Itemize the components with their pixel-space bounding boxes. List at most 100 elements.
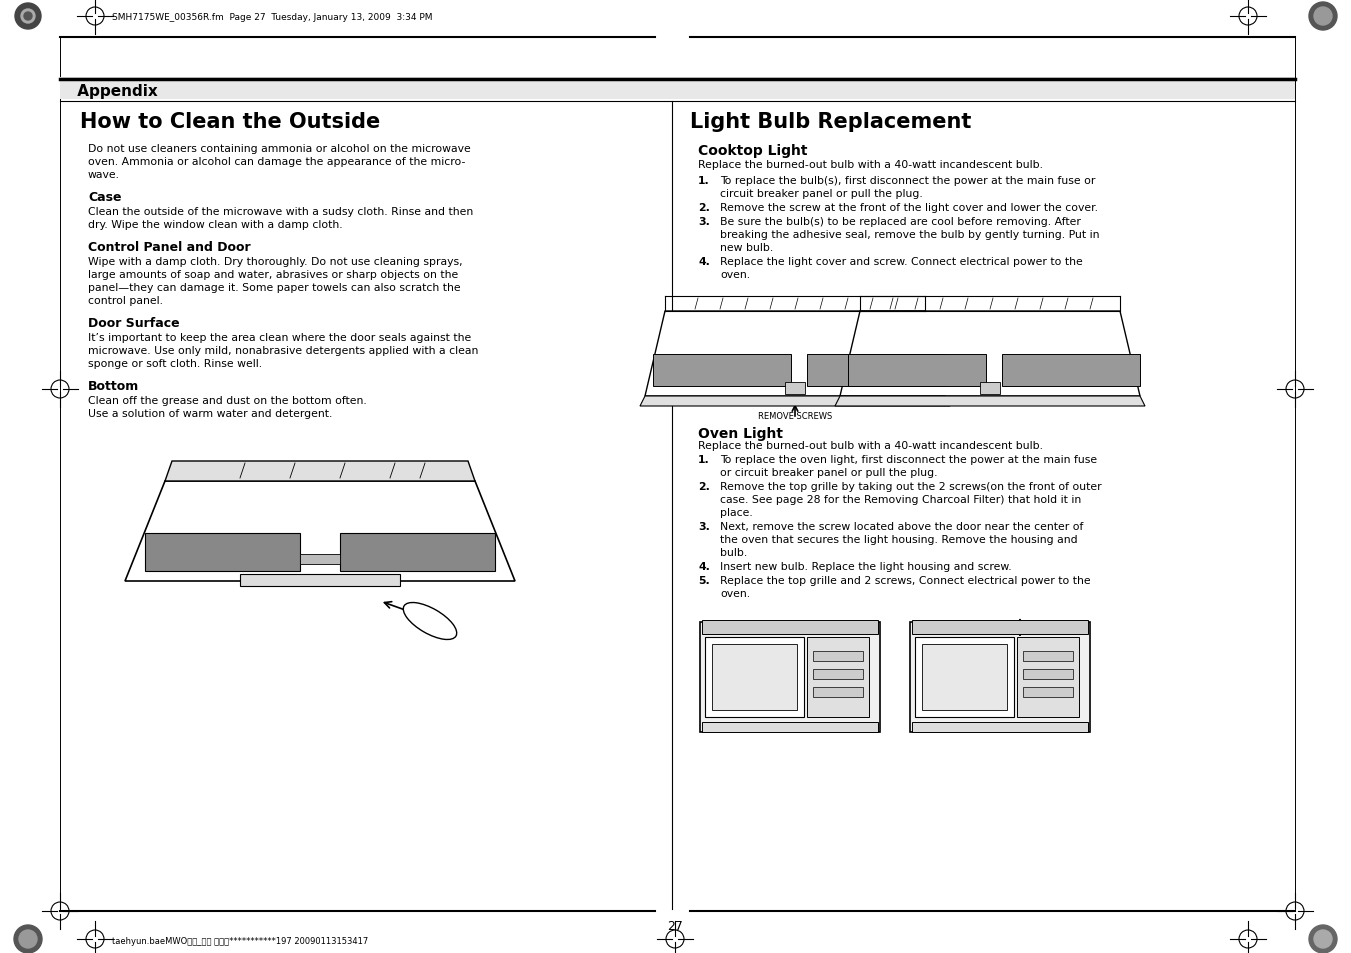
Text: circuit breaker panel or pull the plug.: circuit breaker panel or pull the plug. <box>720 189 923 199</box>
Text: Replace the top grille and 2 screws, Connect electrical power to the: Replace the top grille and 2 screws, Con… <box>720 576 1090 585</box>
Text: Control Panel and Door: Control Panel and Door <box>88 241 251 253</box>
Text: oven.: oven. <box>720 270 750 280</box>
FancyBboxPatch shape <box>240 575 400 586</box>
Text: Clean the outside of the microwave with a sudsy cloth. Rinse and then: Clean the outside of the microwave with … <box>88 207 473 216</box>
Circle shape <box>1309 925 1337 953</box>
Polygon shape <box>644 312 944 396</box>
FancyBboxPatch shape <box>785 382 805 395</box>
Text: Use a solution of warm water and detergent.: Use a solution of warm water and deterge… <box>88 409 332 418</box>
Text: Replace the burned-out bulb with a 40-watt incandescent bulb.: Replace the burned-out bulb with a 40-wa… <box>698 160 1043 170</box>
FancyBboxPatch shape <box>703 722 878 732</box>
Text: Insert new bulb. Replace the light housing and screw.: Insert new bulb. Replace the light housi… <box>720 561 1012 572</box>
Polygon shape <box>640 396 950 407</box>
Text: 3.: 3. <box>698 521 709 532</box>
Text: large amounts of soap and water, abrasives or sharp objects on the: large amounts of soap and water, abrasiv… <box>88 270 458 280</box>
FancyBboxPatch shape <box>145 534 300 572</box>
Text: the oven that secures the light housing. Remove the housing and: the oven that secures the light housing.… <box>720 535 1078 544</box>
Circle shape <box>15 4 41 30</box>
Text: wave.: wave. <box>88 170 120 180</box>
Text: sponge or soft cloth. Rinse well.: sponge or soft cloth. Rinse well. <box>88 358 262 369</box>
FancyBboxPatch shape <box>813 651 863 661</box>
Text: bulb.: bulb. <box>720 547 747 558</box>
FancyBboxPatch shape <box>1023 687 1073 698</box>
Text: control panel.: control panel. <box>88 295 163 306</box>
Text: 1.: 1. <box>698 455 709 464</box>
Text: To replace the bulb(s), first disconnect the power at the main fuse or: To replace the bulb(s), first disconnect… <box>720 175 1096 186</box>
FancyBboxPatch shape <box>1002 355 1140 387</box>
FancyBboxPatch shape <box>813 669 863 679</box>
Circle shape <box>1315 930 1332 948</box>
Text: It’s important to keep the area clean where the door seals against the: It’s important to keep the area clean wh… <box>88 333 471 343</box>
Text: breaking the adhesive seal, remove the bulb by gently turning. Put in: breaking the adhesive seal, remove the b… <box>720 230 1100 240</box>
Circle shape <box>19 930 36 948</box>
Text: Be sure the bulb(s) to be replaced are cool before removing. After: Be sure the bulb(s) to be replaced are c… <box>720 216 1081 227</box>
Text: oven. Ammonia or alcohol can damage the appearance of the micro-: oven. Ammonia or alcohol can damage the … <box>88 157 465 167</box>
Text: oven.: oven. <box>720 588 750 598</box>
FancyBboxPatch shape <box>340 534 494 572</box>
Circle shape <box>14 925 42 953</box>
Text: Clean off the grease and dust on the bottom often.: Clean off the grease and dust on the bot… <box>88 395 366 406</box>
Text: dry. Wipe the window clean with a damp cloth.: dry. Wipe the window clean with a damp c… <box>88 220 343 230</box>
Circle shape <box>1315 8 1332 26</box>
Text: Door Surface: Door Surface <box>88 316 180 330</box>
FancyBboxPatch shape <box>703 620 878 635</box>
FancyBboxPatch shape <box>653 355 790 387</box>
FancyBboxPatch shape <box>1023 651 1073 661</box>
Text: Remove the top grille by taking out the 2 screws(on the front of outer: Remove the top grille by taking out the … <box>720 481 1101 492</box>
Ellipse shape <box>404 603 457 639</box>
Text: Appendix: Appendix <box>72 84 158 99</box>
Text: 4.: 4. <box>698 256 709 267</box>
FancyBboxPatch shape <box>807 355 944 387</box>
Text: new bulb.: new bulb. <box>720 243 773 253</box>
FancyBboxPatch shape <box>1023 669 1073 679</box>
Text: case. See page 28 for the Removing Charcoal Filter) that hold it in: case. See page 28 for the Removing Charc… <box>720 495 1081 504</box>
Polygon shape <box>165 461 476 481</box>
Text: Replace the light cover and screw. Connect electrical power to the: Replace the light cover and screw. Conne… <box>720 256 1082 267</box>
FancyBboxPatch shape <box>712 644 797 710</box>
FancyBboxPatch shape <box>1017 638 1079 718</box>
Circle shape <box>22 10 35 24</box>
Polygon shape <box>835 396 1146 407</box>
Text: panel—they can damage it. Some paper towels can also scratch the: panel—they can damage it. Some paper tow… <box>88 283 461 293</box>
Text: Next, remove the screw located above the door near the center of: Next, remove the screw located above the… <box>720 521 1084 532</box>
Polygon shape <box>840 312 1140 396</box>
Text: 5.: 5. <box>698 576 709 585</box>
Text: 27: 27 <box>667 919 684 932</box>
Text: taehyun.baeMWO개발_스펙 데이터***********197 20090113153417: taehyun.baeMWO개발_스펙 데이터***********197 20… <box>112 936 369 945</box>
FancyBboxPatch shape <box>912 620 1088 635</box>
FancyBboxPatch shape <box>807 638 869 718</box>
FancyBboxPatch shape <box>705 638 804 718</box>
FancyBboxPatch shape <box>911 622 1090 732</box>
Text: 3.: 3. <box>698 216 709 227</box>
Text: microwave. Use only mild, nonabrasive detergents applied with a clean: microwave. Use only mild, nonabrasive de… <box>88 346 478 355</box>
Text: Bottom: Bottom <box>88 379 139 393</box>
FancyBboxPatch shape <box>813 687 863 698</box>
Text: 1.: 1. <box>698 175 709 186</box>
Text: Oven Light: Oven Light <box>698 427 784 440</box>
Polygon shape <box>126 481 515 581</box>
FancyBboxPatch shape <box>848 355 986 387</box>
FancyBboxPatch shape <box>700 622 880 732</box>
FancyBboxPatch shape <box>59 78 1296 100</box>
Text: How to Clean the Outside: How to Clean the Outside <box>80 112 380 132</box>
Text: Wipe with a damp cloth. Dry thoroughly. Do not use cleaning sprays,: Wipe with a damp cloth. Dry thoroughly. … <box>88 256 462 267</box>
Text: Cooktop Light: Cooktop Light <box>698 144 808 158</box>
Text: place.: place. <box>720 507 753 517</box>
Text: SMH7175WE_00356R.fm  Page 27  Tuesday, January 13, 2009  3:34 PM: SMH7175WE_00356R.fm Page 27 Tuesday, Jan… <box>112 13 432 22</box>
Text: Do not use cleaners containing ammonia or alcohol on the microwave: Do not use cleaners containing ammonia o… <box>88 144 470 153</box>
Text: Replace the burned-out bulb with a 40-watt incandescent bulb.: Replace the burned-out bulb with a 40-wa… <box>698 440 1043 451</box>
Circle shape <box>1309 3 1337 30</box>
Text: 2.: 2. <box>698 203 709 213</box>
Text: Remove the screw at the front of the light cover and lower the cover.: Remove the screw at the front of the lig… <box>720 203 1098 213</box>
FancyBboxPatch shape <box>300 555 340 564</box>
Text: To replace the oven light, first disconnect the power at the main fuse: To replace the oven light, first disconn… <box>720 455 1097 464</box>
Text: 4.: 4. <box>698 561 709 572</box>
Text: Light Bulb Replacement: Light Bulb Replacement <box>690 112 971 132</box>
Text: 2.: 2. <box>698 481 709 492</box>
Text: REMOVE SCREWS: REMOVE SCREWS <box>758 412 832 420</box>
FancyBboxPatch shape <box>921 644 1006 710</box>
Text: or circuit breaker panel or pull the plug.: or circuit breaker panel or pull the plu… <box>720 468 938 477</box>
FancyBboxPatch shape <box>979 382 1000 395</box>
Circle shape <box>24 13 32 21</box>
Text: Case: Case <box>88 191 122 204</box>
